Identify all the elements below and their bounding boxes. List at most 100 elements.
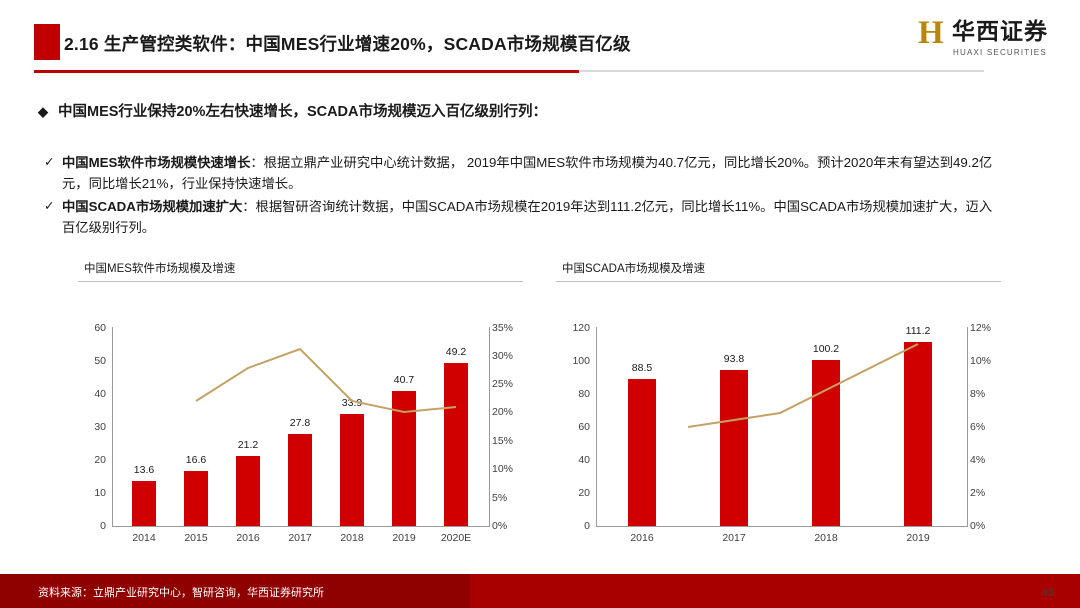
mes-y-axis bbox=[112, 327, 113, 527]
mes-y2tick-5: 5% bbox=[492, 492, 508, 504]
mes-bar-2017 bbox=[288, 434, 312, 526]
chart-scada-header: 中国SCADA市场规模及增速 bbox=[556, 260, 1001, 282]
chart-mes-plot: 60 50 40 30 20 10 0 35% 30% 25% 20% 15% … bbox=[78, 286, 523, 560]
header-accent-bar bbox=[34, 24, 60, 60]
mes-growth-line bbox=[195, 347, 457, 414]
scada-y-axis bbox=[596, 327, 597, 527]
scada-ytick-20: 20 bbox=[578, 487, 590, 499]
scada-xtick-2019: 2019 bbox=[906, 532, 930, 544]
chart-mes-title: 中国MES软件市场规模及增速 bbox=[84, 263, 236, 275]
mes-bar-2015 bbox=[184, 471, 208, 526]
mes-ytick-20: 20 bbox=[94, 454, 106, 466]
scada-value-2017: 93.8 bbox=[723, 353, 745, 365]
mes-y2tick-10: 10% bbox=[492, 463, 514, 475]
scada-ytick-80: 80 bbox=[578, 388, 590, 400]
scada-ytick-100: 100 bbox=[572, 355, 590, 367]
mes-ytick-60: 60 bbox=[94, 322, 106, 334]
scada-y2tick-4: 4% bbox=[970, 454, 986, 466]
mes-xtick-2018: 2018 bbox=[340, 532, 364, 544]
mes-ytick-50: 50 bbox=[94, 355, 106, 367]
logo-name-cn: 华西证券 bbox=[952, 18, 1048, 44]
check-icon-2: ✓ bbox=[44, 199, 55, 213]
mes-bar-2014 bbox=[132, 481, 156, 526]
mes-y2-axis bbox=[489, 327, 490, 527]
scada-xtick-2018: 2018 bbox=[814, 532, 838, 544]
scada-value-2019: 111.2 bbox=[905, 325, 931, 337]
chart-mes-header: 中国MES软件市场规模及增速 bbox=[78, 260, 523, 282]
scada-ytick-0: 0 bbox=[584, 520, 590, 532]
scada-y2-axis bbox=[967, 327, 968, 527]
scada-bar-2017 bbox=[720, 370, 748, 526]
mes-bar-2018 bbox=[340, 414, 364, 526]
scada-ytick-120: 120 bbox=[572, 322, 590, 334]
paragraph-2: 中国SCADA市场规模加速扩大：根据智研咨询统计数据，中国SCADA市场规模在2… bbox=[62, 196, 997, 238]
source-note: 资料来源：立鼎产业研究中心，智研咨询，华西证券研究所 bbox=[38, 587, 324, 599]
mes-value-2015: 16.6 bbox=[185, 454, 207, 466]
mes-bar-2019 bbox=[392, 391, 416, 526]
header-divider-accent bbox=[34, 70, 579, 73]
mes-value-2018: 33.9 bbox=[341, 397, 363, 409]
mes-value-2020E: 49.2 bbox=[445, 346, 467, 358]
mes-x-axis bbox=[112, 526, 490, 527]
mes-value-2014: 13.6 bbox=[133, 464, 155, 476]
scada-ytick-40: 40 bbox=[578, 454, 590, 466]
company-logo: H 华西证券 HUAXI SECURITIES bbox=[918, 14, 1052, 64]
mes-bar-2016 bbox=[236, 456, 260, 526]
mes-xtick-2016: 2016 bbox=[236, 532, 260, 544]
mes-xtick-2014: 2014 bbox=[132, 532, 156, 544]
scada-value-2018: 100.2 bbox=[812, 343, 840, 355]
mes-xtick-2017: 2017 bbox=[288, 532, 312, 544]
mes-y2tick-15: 15% bbox=[492, 435, 514, 447]
footer-band-accent bbox=[0, 574, 470, 608]
check-icon-1: ✓ bbox=[44, 155, 55, 169]
mes-bar-2020E bbox=[444, 363, 468, 526]
paragraph-2-title: 中国SCADA市场规模加速扩大 bbox=[62, 199, 243, 214]
mes-y2tick-30: 30% bbox=[492, 350, 514, 362]
chart-mes-title-divider bbox=[78, 281, 523, 282]
mes-ytick-10: 10 bbox=[94, 487, 106, 499]
scada-value-2016: 88.5 bbox=[631, 362, 653, 374]
scada-xtick-2017: 2017 bbox=[722, 532, 746, 544]
mes-y2tick-35: 35% bbox=[492, 322, 514, 334]
scada-y2tick-6: 6% bbox=[970, 421, 986, 433]
mes-xtick-2020E: 2020E bbox=[440, 532, 472, 544]
mes-ytick-40: 40 bbox=[94, 388, 106, 400]
page-title: 2.16 生产管控类软件：中国MES行业增速20%，SCADA市场规模百亿级 bbox=[64, 34, 631, 54]
logo-mark-icon: H bbox=[918, 15, 944, 51]
scada-growth-line bbox=[687, 343, 919, 428]
lead-bullet-row: ◆ 中国MES行业保持20%左右快速增长，SCADA市场规模迈入百亿级别行列： bbox=[38, 100, 547, 121]
scada-y2tick-10: 10% bbox=[970, 355, 992, 367]
scada-y2tick-12: 12% bbox=[970, 322, 992, 334]
mes-ytick-0: 0 bbox=[100, 520, 106, 532]
scada-ytick-60: 60 bbox=[578, 421, 590, 433]
scada-y2tick-0: 0% bbox=[970, 520, 986, 532]
mes-value-2017: 27.8 bbox=[289, 417, 311, 429]
chart-panel-scada: 中国SCADA市场规模及增速 120 100 80 60 40 20 0 12%… bbox=[556, 260, 1001, 599]
diamond-bullet-icon: ◆ bbox=[38, 104, 48, 119]
chart-panel-mes: 中国MES软件市场规模及增速 60 50 40 30 20 10 0 35% 3… bbox=[78, 260, 523, 599]
scada-y2tick-2: 2% bbox=[970, 487, 986, 499]
mes-xtick-2019: 2019 bbox=[392, 532, 416, 544]
mes-ytick-30: 30 bbox=[94, 421, 106, 433]
paragraph-1: 中国MES软件市场规模快速增长：根据立鼎产业研究中心统计数据， 2019年中国M… bbox=[62, 152, 997, 194]
page-number: 43 bbox=[1041, 587, 1054, 599]
chart-scada-title: 中国SCADA市场规模及增速 bbox=[562, 263, 706, 275]
scada-bar-2019 bbox=[904, 342, 932, 526]
scada-xtick-2016: 2016 bbox=[630, 532, 654, 544]
lead-bullet-text: 中国MES行业保持20%左右快速增长，SCADA市场规模迈入百亿级别行列： bbox=[58, 104, 547, 120]
paragraph-2-text: ：根据智研咨询统计数据，中国SCADA市场规模在2019年达到111.2亿元，同… bbox=[62, 199, 993, 235]
scada-y2tick-8: 8% bbox=[970, 388, 986, 400]
scada-bar-2016 bbox=[628, 379, 656, 526]
chart-scada-title-divider bbox=[556, 281, 1001, 282]
mes-value-2016: 21.2 bbox=[237, 439, 259, 451]
mes-value-2019: 40.7 bbox=[393, 374, 415, 386]
mes-y2tick-20: 20% bbox=[492, 406, 514, 418]
slide-header: 2.16 生产管控类软件：中国MES行业增速20%，SCADA市场规模百亿级 H… bbox=[0, 0, 1080, 88]
mes-xtick-2015: 2015 bbox=[184, 532, 208, 544]
mes-y2tick-25: 25% bbox=[492, 378, 514, 390]
paragraph-1-text: ：根据立鼎产业研究中心统计数据， 2019年中国MES软件市场规模为40.7亿元… bbox=[62, 155, 993, 191]
chart-scada-plot: 120 100 80 60 40 20 0 12% 10% 8% 6% 4% 2… bbox=[556, 286, 1001, 560]
mes-y2tick-0: 0% bbox=[492, 520, 508, 532]
scada-x-axis bbox=[596, 526, 968, 527]
logo-name-en: HUAXI SECURITIES bbox=[953, 48, 1047, 57]
